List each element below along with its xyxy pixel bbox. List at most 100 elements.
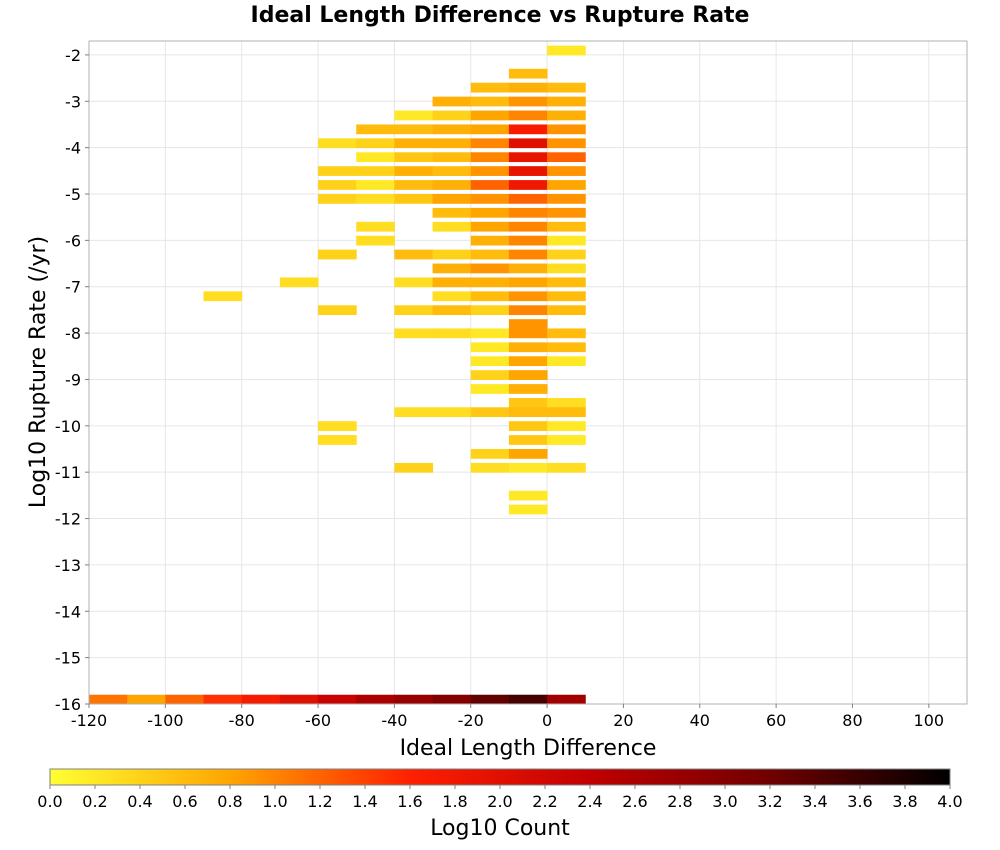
heatmap-cell — [508, 384, 548, 394]
heatmap-cell — [508, 96, 548, 107]
heatmap-cell — [432, 407, 472, 418]
heatmap-cell — [508, 235, 548, 246]
y-tick-label: -3 — [65, 92, 81, 111]
x-tick-label: -20 — [458, 711, 484, 730]
colorbar-tick-label: 2.0 — [487, 792, 512, 811]
colorbar-tick-label: 2.4 — [577, 792, 602, 811]
y-tick-label: -9 — [65, 370, 81, 389]
colorbar-ticks: 0.0 0.2 0.4 0.6 0.8 1.0 1.2 1.4 1.6 1.8 2.0 2.2 2.4 2… — [37, 785, 963, 811]
colorbar-tick-label: 3.2 — [757, 792, 782, 811]
heatmap-cell — [356, 152, 395, 163]
heatmap-cell — [318, 166, 357, 176]
heatmap-cell — [432, 207, 472, 218]
colorbar-tick-label: 1.4 — [352, 792, 377, 811]
heatmap-cell — [508, 249, 548, 260]
colorbar-tick-label: 1.0 — [262, 792, 287, 811]
heatmap-cell — [318, 305, 357, 316]
heatmap-cell — [470, 124, 510, 135]
heatmap-cell — [508, 152, 548, 163]
heatmap-cell — [547, 398, 586, 408]
heatmap-cell — [356, 221, 395, 232]
heatmap-cell — [547, 356, 586, 367]
heatmap-cell — [508, 82, 548, 93]
y-axis-ticks: -2 -3 -4 -5 -6 -7 -8 -9 -10 -11 -12 -13 -14 -15 -16 — [55, 46, 89, 714]
heatmap-cell — [508, 462, 548, 473]
heatmap-cell — [394, 166, 434, 176]
heatmap-cell — [394, 194, 434, 204]
heatmap-cell — [508, 398, 548, 408]
colorbar-tick-label: 0.2 — [82, 792, 107, 811]
x-axis-ticks: -120 -100 -80 -60 -40 -20 0 20 40 60 80 100 — [71, 704, 944, 730]
heatmap-cell — [394, 462, 434, 473]
heatmap-cell — [394, 407, 434, 418]
heatmap-cell — [356, 235, 395, 246]
y-tick-label: -13 — [55, 556, 81, 575]
heatmap-cell — [547, 291, 586, 302]
heatmap-cell — [547, 407, 586, 418]
heatmap-cell — [356, 694, 395, 705]
heatmap-cell — [203, 291, 243, 302]
heatmap-cell — [432, 328, 472, 339]
x-tick-label: -100 — [147, 711, 183, 730]
y-tick-label: -6 — [65, 231, 81, 250]
heatmap-cell — [470, 462, 510, 473]
heatmap-cell — [508, 221, 548, 232]
heatmap-cell — [470, 384, 510, 394]
heatmap-cell — [547, 328, 586, 339]
heatmap-cell — [508, 328, 548, 339]
heatmap-cell — [318, 421, 357, 431]
heatmap-cell — [508, 138, 548, 149]
colorbar-tick-label: 3.6 — [847, 792, 872, 811]
heatmap-cell — [394, 152, 434, 163]
heatmap-cell — [470, 110, 510, 121]
heatmap-cell — [432, 305, 472, 316]
y-tick-label: -12 — [55, 510, 81, 529]
heatmap-cell — [470, 370, 510, 380]
colorbar-label: Log10 Count — [430, 816, 570, 841]
colorbar-tick-label: 2.8 — [667, 792, 692, 811]
heatmap-cell — [432, 291, 472, 302]
heatmap-cell — [470, 342, 510, 353]
x-axis-label: Ideal Length Difference — [400, 736, 657, 761]
heatmap-cell — [203, 694, 243, 705]
heatmap-cell — [508, 263, 548, 274]
heatmap-cell — [470, 291, 510, 302]
heatmap-cell — [394, 277, 434, 288]
heatmap-cell — [432, 166, 472, 176]
heatmap-cell — [547, 277, 586, 288]
heatmap-cell — [508, 319, 548, 329]
heatmap-cell — [508, 370, 548, 380]
colorbar — [49, 768, 951, 786]
heatmap-cell — [394, 328, 434, 339]
heatmap-cell — [508, 305, 548, 316]
x-tick-label: 0 — [542, 711, 552, 730]
heatmap-cell — [356, 166, 395, 176]
heatmap-cell — [547, 305, 586, 316]
heatmap-cell — [508, 356, 548, 367]
heatmap-cell — [508, 166, 548, 176]
heatmap-cell — [394, 249, 434, 260]
heatmap-cell — [547, 221, 586, 232]
heatmap-cell — [432, 194, 472, 204]
y-tick-label: -8 — [65, 324, 81, 343]
heatmap-cell — [547, 263, 586, 274]
heatmap-cell — [279, 277, 319, 288]
heatmap-cell — [394, 110, 434, 121]
heatmap-cell — [547, 124, 586, 135]
heatmap-cell — [432, 152, 472, 163]
heatmap-cell — [547, 194, 586, 204]
heatmap-cell — [470, 152, 510, 163]
heatmap-cell — [470, 180, 510, 190]
heatmap-cell — [470, 449, 510, 459]
heatmap-cell — [470, 138, 510, 149]
colorbar-tick-label: 0.8 — [217, 792, 242, 811]
x-tick-label: -40 — [381, 711, 407, 730]
heatmap-cell — [318, 194, 357, 204]
heatmap-cell — [432, 110, 472, 121]
heatmap-cell — [470, 305, 510, 316]
x-tick-label: 100 — [914, 711, 945, 730]
heatmap-cells — [89, 45, 586, 705]
x-tick-label: -120 — [71, 711, 107, 730]
heatmap-cell — [470, 328, 510, 339]
heatmap-cell — [470, 207, 510, 218]
